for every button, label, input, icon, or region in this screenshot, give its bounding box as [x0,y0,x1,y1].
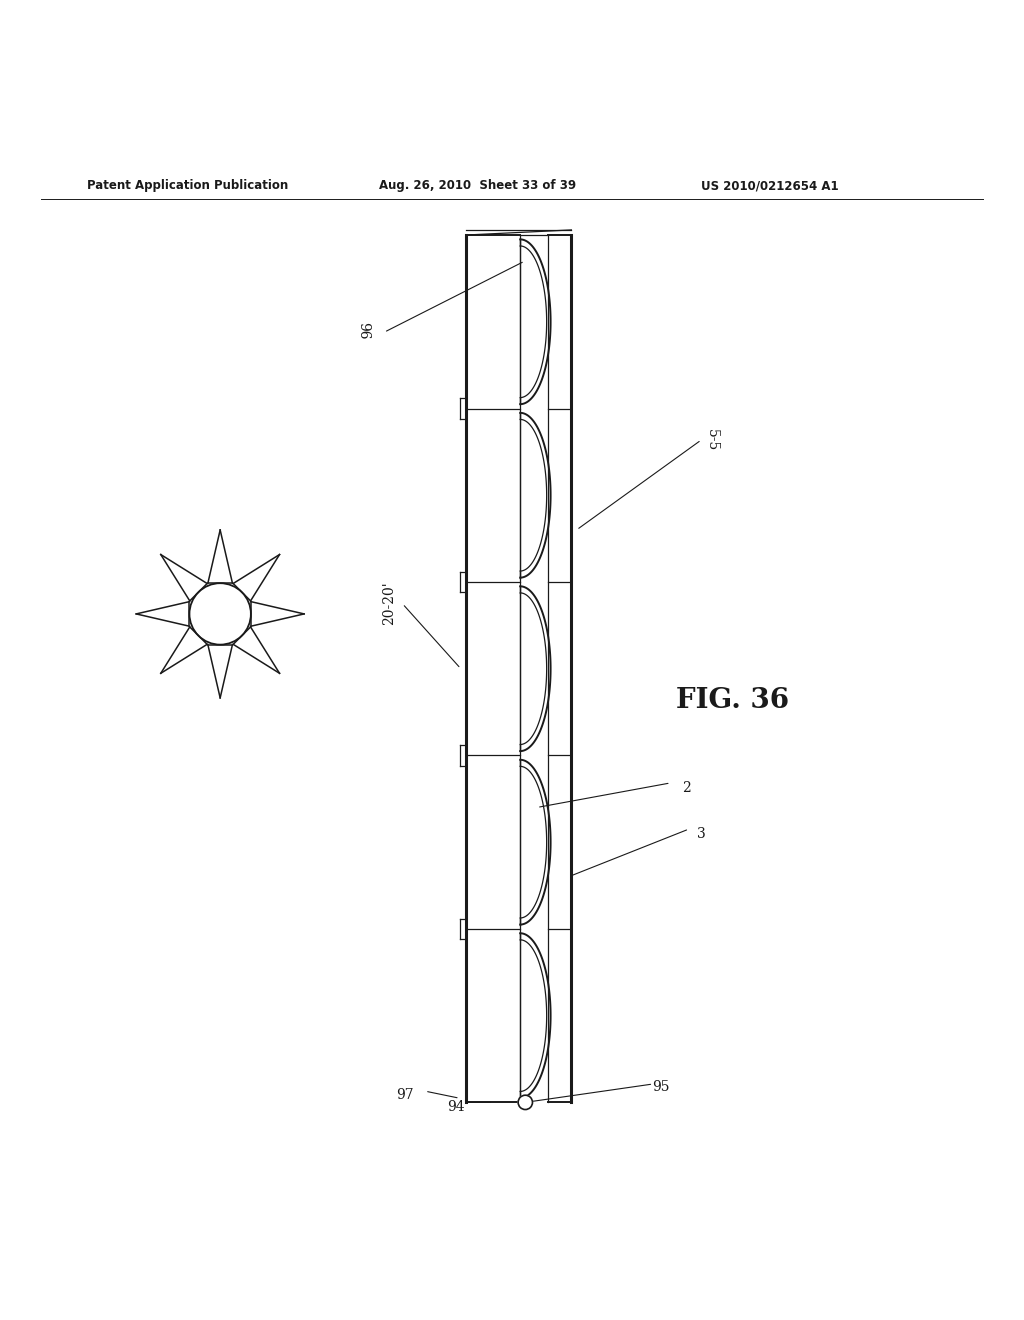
Text: FIG. 36: FIG. 36 [676,688,788,714]
Text: 20-20': 20-20' [382,582,396,626]
Text: 94: 94 [446,1101,465,1114]
Text: 95: 95 [651,1080,670,1094]
Text: 97: 97 [395,1088,414,1102]
Text: 3: 3 [697,828,706,841]
Text: Patent Application Publication: Patent Application Publication [87,180,289,193]
Text: US 2010/0212654 A1: US 2010/0212654 A1 [701,180,839,193]
Text: 2: 2 [682,781,690,795]
Circle shape [518,1096,532,1110]
Text: 5-5: 5-5 [705,429,719,451]
Text: Aug. 26, 2010  Sheet 33 of 39: Aug. 26, 2010 Sheet 33 of 39 [379,180,577,193]
Text: 96: 96 [356,322,371,339]
